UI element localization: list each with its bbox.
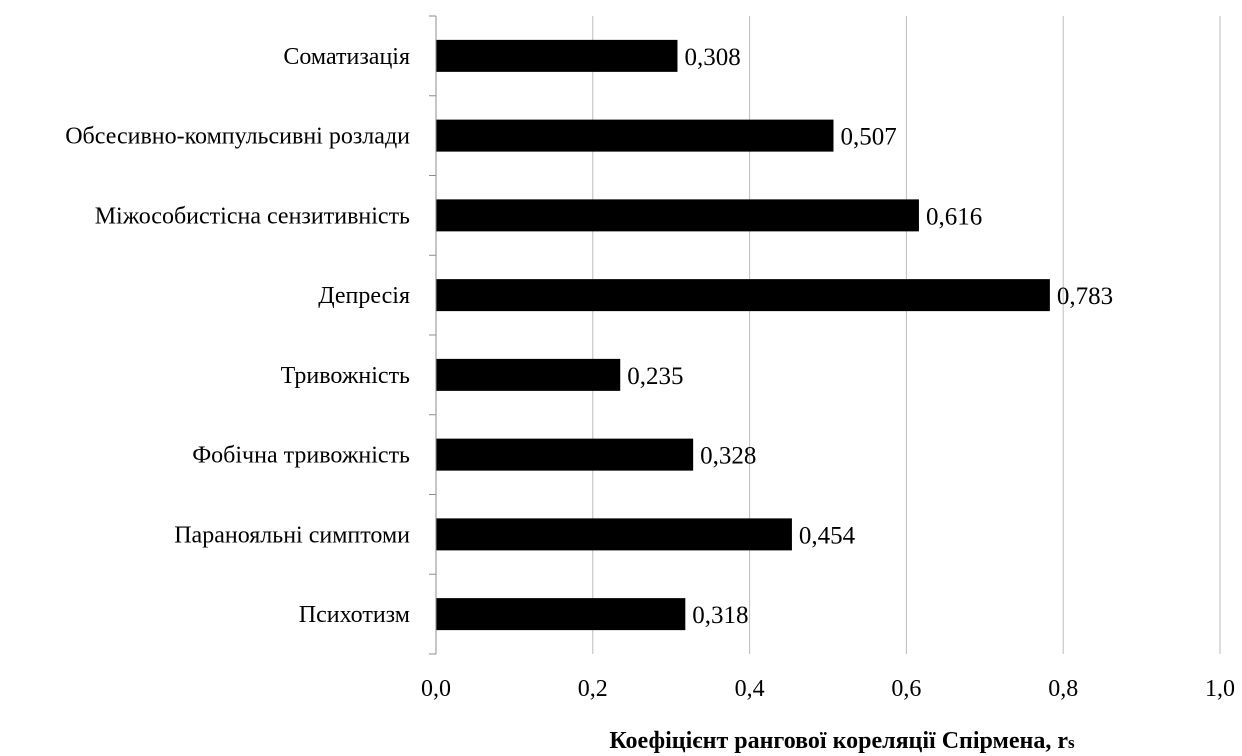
data-label: 0,235 [627, 363, 683, 390]
data-label: 0,328 [700, 443, 756, 470]
bar [436, 518, 792, 551]
axes [429, 15, 437, 655]
category-label: Тривожність [281, 363, 410, 389]
bar [436, 199, 919, 232]
data-label: 0,318 [692, 602, 748, 629]
category-label: Обсесивно-компульсивні розлади [65, 124, 410, 150]
x-tick-label: 0,4 [735, 676, 765, 702]
x-tick-label: 0,0 [421, 676, 451, 702]
data-label: 0,507 [840, 124, 896, 151]
bar [436, 598, 686, 631]
bars [436, 39, 1050, 631]
data-label: 0,454 [799, 522, 856, 549]
category-label: Паранояльні симптоми [174, 522, 410, 548]
category-label: Соматизація [283, 44, 410, 70]
grid [592, 16, 1221, 654]
x-tick-label: 0,8 [1048, 676, 1078, 702]
x-axis-title-subscript: s [1068, 733, 1075, 752]
data-label: 0,783 [1057, 283, 1113, 310]
category-label: Міжособистісна сензитивність [95, 203, 410, 229]
x-tick-label: 0,6 [891, 676, 921, 702]
bar [436, 39, 678, 72]
x-axis-title: Коефіцієнт рангової кореляції Спірмена, … [609, 728, 1075, 754]
data-label: 0,616 [926, 203, 982, 230]
x-tick-label: 1,0 [1205, 676, 1235, 702]
bar [436, 358, 621, 391]
bar [436, 279, 1050, 312]
category-label: Психотизм [299, 602, 410, 628]
labels: 0,0 0,2 0,4 0,6 0,8 1,0 Соматизація 0,308 Обсеси… [65, 44, 1235, 702]
x-axis-title-text: Коефіцієнт рангової кореляції Спірмена, … [609, 728, 1068, 754]
category-label: Фобічна тривожність [192, 443, 410, 469]
bar [436, 438, 694, 471]
x-tick-label: 0,2 [578, 676, 608, 702]
category-label: Депресія [318, 283, 410, 309]
data-label: 0,308 [684, 44, 740, 71]
bar [436, 119, 834, 152]
